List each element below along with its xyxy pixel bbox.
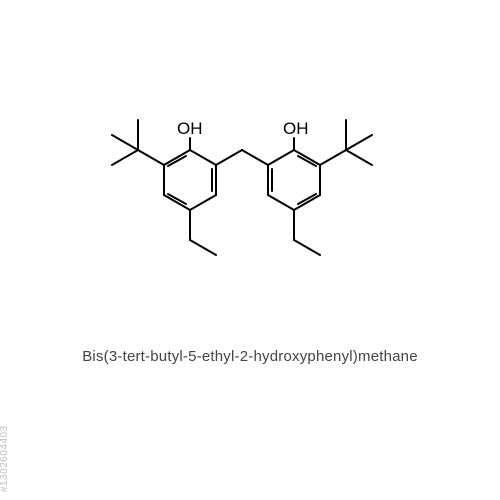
figure-canvas: OH OH Bis(3-tert-butyl-5-ethyl-2-hydroxy…: [0, 0, 500, 500]
label-oh-left: OH: [177, 119, 203, 139]
stock-watermark: #1302604403: [0, 425, 10, 492]
compound-caption: Bis(3-tert-butyl-5-ethyl-2-hydroxyphenyl…: [0, 348, 500, 365]
structure-svg: [0, 0, 500, 500]
label-oh-right: OH: [283, 119, 309, 139]
